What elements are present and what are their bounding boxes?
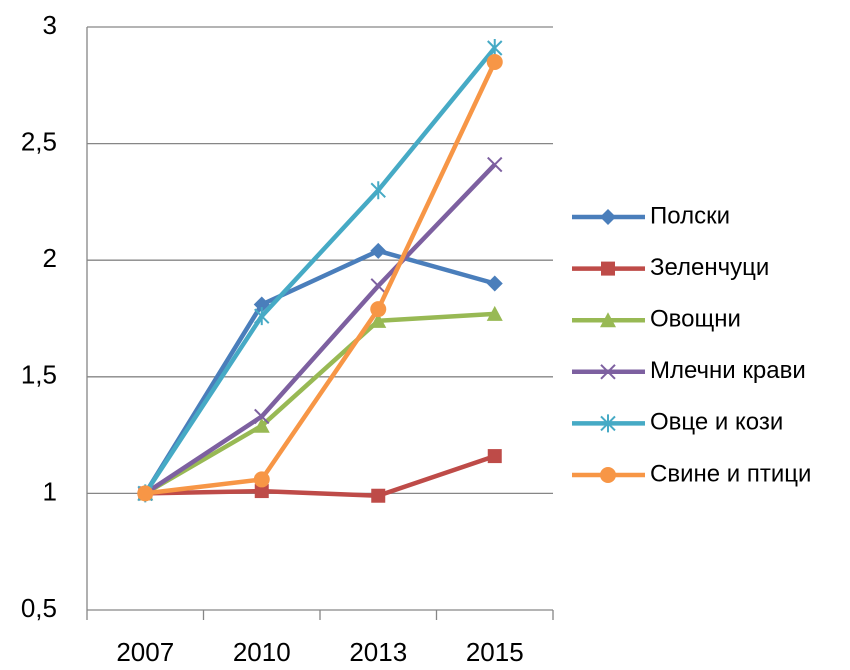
marker xyxy=(254,408,270,425)
marker-shape xyxy=(370,301,387,318)
y-tick-label: 1 xyxy=(43,476,57,506)
marker xyxy=(253,296,270,313)
marker xyxy=(600,209,616,225)
series-line xyxy=(143,248,496,495)
marker-shape xyxy=(254,484,269,499)
legend-label: Полски xyxy=(650,202,730,229)
marker-shape xyxy=(253,417,270,433)
series-line xyxy=(145,453,496,498)
marker xyxy=(370,301,387,318)
x-tick-label: 2010 xyxy=(233,637,291,667)
marker xyxy=(486,53,503,70)
marker-shape xyxy=(370,312,387,328)
marker xyxy=(370,278,386,294)
y-tick-label: 3 xyxy=(43,10,57,40)
marker-shape xyxy=(600,364,616,380)
marker-shape xyxy=(600,209,616,225)
marker xyxy=(370,242,387,259)
marker xyxy=(137,485,154,502)
series-line xyxy=(144,311,495,496)
marker-shape xyxy=(600,467,616,483)
marker-shape xyxy=(487,156,503,173)
y-tick-label: 2,5 xyxy=(21,126,57,156)
y-tick-label: 1,5 xyxy=(21,360,57,390)
y-tick-label: 0,5 xyxy=(21,593,57,623)
marker-shape xyxy=(486,275,503,292)
marker xyxy=(601,261,615,276)
legend-label: Овце и кози xyxy=(650,409,783,436)
marker-shape xyxy=(487,449,502,464)
marker-shape xyxy=(600,312,616,328)
marker xyxy=(370,312,387,328)
marker xyxy=(600,312,616,328)
marker xyxy=(600,364,616,380)
legend-label: Свине и птици xyxy=(650,460,811,487)
marker-shape xyxy=(601,261,615,276)
marker-shape xyxy=(370,242,387,259)
marker xyxy=(600,467,616,483)
marker-shape xyxy=(253,471,270,488)
legend-label: Млечни крави xyxy=(650,357,806,384)
marker xyxy=(486,305,503,321)
marker xyxy=(371,488,386,503)
marker-shape xyxy=(137,485,154,502)
marker xyxy=(253,417,270,433)
marker-shape xyxy=(486,305,503,321)
legend-label: Зеленчуци xyxy=(650,254,769,281)
marker xyxy=(370,181,386,200)
marker-shape xyxy=(600,414,616,433)
marker xyxy=(254,307,270,326)
marker-shape xyxy=(370,278,386,294)
marker-shape xyxy=(253,296,270,313)
y-tick-label: 2 xyxy=(43,243,57,273)
marker-shape xyxy=(254,408,270,425)
series-line xyxy=(144,163,497,496)
x-tick-label: 2013 xyxy=(349,637,407,667)
marker-shape xyxy=(371,488,386,503)
marker xyxy=(487,449,502,464)
marker-shape xyxy=(254,307,270,326)
marker xyxy=(254,484,269,499)
marker xyxy=(253,471,270,488)
series-line xyxy=(143,46,497,495)
legend-label: Овощни xyxy=(650,306,741,333)
x-tick-label: 2015 xyxy=(466,637,524,667)
marker xyxy=(487,156,503,173)
marker-shape xyxy=(370,181,386,200)
series-line xyxy=(144,61,497,496)
marker xyxy=(600,414,616,433)
marker-shape xyxy=(486,53,503,70)
marker xyxy=(486,275,503,292)
x-tick-label: 2007 xyxy=(116,637,174,667)
